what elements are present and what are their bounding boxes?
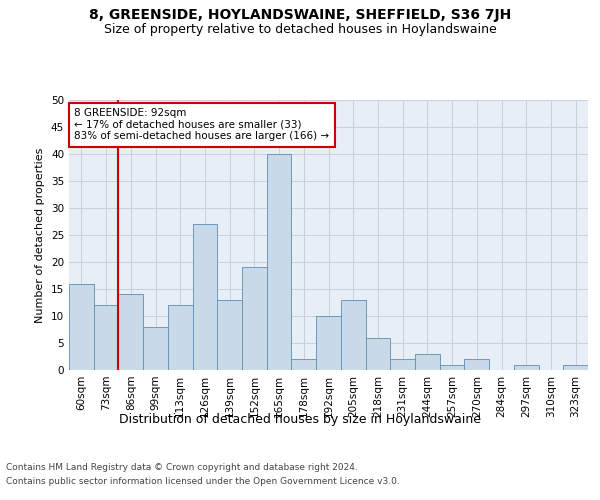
Bar [242,268,267,370]
Text: Contains public sector information licensed under the Open Government Licence v3: Contains public sector information licen… [6,478,400,486]
Bar [365,338,390,370]
Text: Distribution of detached houses by size in Hoylandswaine: Distribution of detached houses by size … [119,412,481,426]
Bar [193,224,217,370]
Bar [217,300,242,370]
Text: Size of property relative to detached houses in Hoylandswaine: Size of property relative to detached ho… [104,22,496,36]
Bar [118,294,143,370]
Bar [341,300,365,370]
Bar [267,154,292,370]
Bar [390,359,415,370]
Text: 8 GREENSIDE: 92sqm
← 17% of detached houses are smaller (33)
83% of semi-detache: 8 GREENSIDE: 92sqm ← 17% of detached hou… [74,108,329,142]
Bar [292,359,316,370]
Bar [143,327,168,370]
Bar [563,364,588,370]
Bar [415,354,440,370]
Bar [440,364,464,370]
Text: 8, GREENSIDE, HOYLANDSWAINE, SHEFFIELD, S36 7JH: 8, GREENSIDE, HOYLANDSWAINE, SHEFFIELD, … [89,8,511,22]
Bar [514,364,539,370]
Bar [464,359,489,370]
Text: Contains HM Land Registry data © Crown copyright and database right 2024.: Contains HM Land Registry data © Crown c… [6,462,358,471]
Bar [168,305,193,370]
Y-axis label: Number of detached properties: Number of detached properties [35,148,46,322]
Bar [69,284,94,370]
Bar [316,316,341,370]
Bar [94,305,118,370]
